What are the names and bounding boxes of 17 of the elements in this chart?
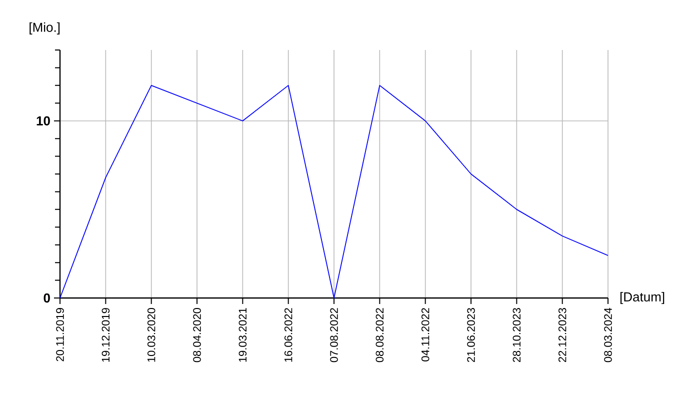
x-tick-label: 19.03.2021: [238, 308, 247, 362]
y-tick-label: 10: [36, 116, 50, 126]
x-tick-label: 08.03.2024: [604, 308, 612, 362]
x-tick-label: 08.04.2020: [193, 308, 201, 362]
x-tick-label: 19.12.2019: [102, 308, 110, 362]
x-tick-label: 22.12.2023: [558, 308, 566, 362]
y-tick-label: 0: [44, 293, 50, 303]
x-tick-label: 21.06.2023: [467, 308, 475, 362]
y-axis-title: [Mio.]: [30, 22, 60, 34]
x-tick-label: 08.08.2022: [376, 308, 384, 362]
x-tick-label: 04.11.2022: [421, 308, 430, 362]
x-tick-label: 20.11.2019: [56, 308, 64, 362]
x-tick-label: 16.06.2022: [284, 308, 292, 362]
x-tick-label: 10.03.2020: [147, 308, 156, 362]
x-tick-label: 28.10.2023: [512, 308, 521, 362]
x-tick-label: 07.08.2022: [330, 308, 338, 362]
x-axis-title: [Datum]: [620, 292, 664, 304]
